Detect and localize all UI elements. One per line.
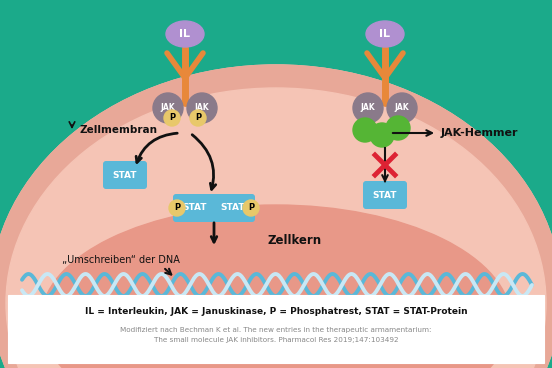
Ellipse shape [6, 88, 546, 368]
FancyBboxPatch shape [173, 194, 217, 222]
Ellipse shape [166, 21, 204, 47]
Text: STAT: STAT [221, 204, 245, 212]
Circle shape [190, 110, 206, 126]
Text: IL: IL [179, 29, 190, 39]
Bar [8, 295, 544, 363]
Text: STAT: STAT [183, 204, 207, 212]
FancyBboxPatch shape [103, 161, 147, 189]
Text: Zellmembran: Zellmembran [79, 125, 157, 135]
Circle shape [153, 93, 183, 123]
Text: IL: IL [380, 29, 390, 39]
Circle shape [243, 200, 259, 216]
Circle shape [370, 123, 394, 147]
Text: JAK-Hemmer: JAK-Hemmer [441, 128, 518, 138]
Text: JAK: JAK [360, 103, 375, 113]
Circle shape [187, 93, 217, 123]
Circle shape [169, 200, 185, 216]
FancyBboxPatch shape [211, 194, 255, 222]
Text: The small molecule JAK inhibitors. Pharmacol Res 2019;147:103492: The small molecule JAK inhibitors. Pharm… [153, 337, 399, 343]
Text: STAT: STAT [113, 170, 137, 180]
Circle shape [353, 93, 383, 123]
Circle shape [353, 118, 377, 142]
Circle shape [387, 93, 417, 123]
Text: P: P [169, 113, 175, 123]
Text: P: P [174, 204, 180, 212]
Ellipse shape [366, 21, 404, 47]
Text: Modifiziert nach Bechman K et al. The new entries in the therapeutic armamentari: Modifiziert nach Bechman K et al. The ne… [120, 327, 432, 333]
Text: IL = Interleukin, JAK = Januskinase, P = Phosphatrest, STAT = STAT-Protein: IL = Interleukin, JAK = Januskinase, P =… [84, 308, 468, 316]
Text: P: P [248, 204, 254, 212]
Circle shape [164, 110, 180, 126]
Text: „Umschreiben“ der DNA: „Umschreiben“ der DNA [62, 255, 180, 265]
Text: Zellkern: Zellkern [268, 234, 322, 247]
Text: P: P [195, 113, 201, 123]
Text: JAK: JAK [395, 103, 410, 113]
Ellipse shape [41, 205, 511, 368]
Text: JAK: JAK [161, 103, 176, 113]
FancyBboxPatch shape [363, 181, 407, 209]
Circle shape [386, 116, 410, 140]
Text: STAT: STAT [373, 191, 397, 199]
Ellipse shape [0, 65, 552, 368]
Text: JAK: JAK [195, 103, 209, 113]
Ellipse shape [0, 65, 552, 368]
